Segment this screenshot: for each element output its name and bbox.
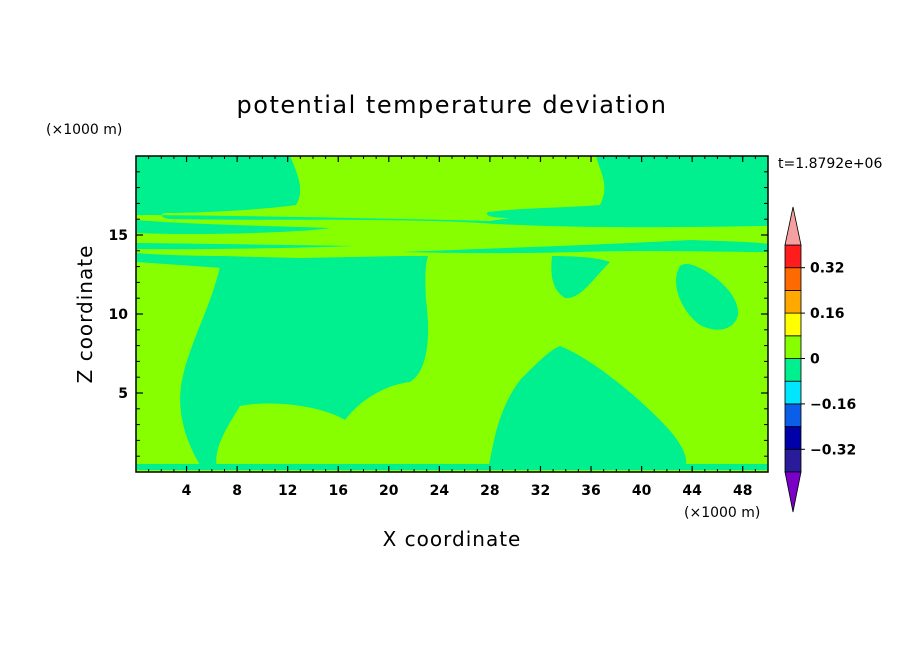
x-tick-label: 8: [232, 483, 242, 499]
y-tick-label: 10: [109, 307, 129, 323]
contour-region: [136, 156, 768, 228]
colorbar: 0.32 0.16 0 −0.16 −0.32: [784, 206, 856, 513]
colorbar-swatch: [784, 448, 802, 473]
contour-region: [136, 220, 330, 235]
negative-contour-regions: [136, 156, 768, 470]
colorbar-under-arrow: [784, 471, 802, 513]
colorbar-over-arrow: [784, 206, 802, 246]
x-tick-label: 48: [733, 483, 752, 499]
colorbar-label: −0.32: [810, 442, 856, 458]
x-tick-label: 28: [480, 483, 499, 499]
x-tick-label: 36: [581, 483, 600, 499]
colorbar-swatch: [784, 358, 802, 382]
x-tick-label: 12: [278, 483, 297, 499]
colorbar-swatch: [784, 335, 802, 359]
time-label: t=1.8792e+06: [778, 156, 882, 172]
colorbar-swatch: [784, 244, 802, 269]
colorbar-label: 0: [810, 352, 820, 368]
contour-region: [180, 256, 429, 470]
x-tick-label: 20: [379, 483, 399, 499]
y-ticks: 5 10 15: [109, 171, 768, 457]
colorbar-swatch: [784, 289, 802, 314]
contour-region: [676, 263, 739, 330]
contour-region: [488, 346, 690, 470]
colorbar-swatch: [784, 403, 802, 427]
x-unit-label: (×1000 m): [684, 505, 760, 521]
contour-region: [136, 243, 355, 250]
x-ticks: 4 8 12 16 20 24 28 32 36 40 44 48: [148, 156, 756, 499]
colorbar-label: 0.16: [810, 306, 845, 322]
contour-region: [551, 256, 610, 299]
y-axis-label: Z coordinate: [73, 245, 97, 384]
x-tick-label: 32: [531, 483, 550, 499]
contour-region: [136, 253, 222, 268]
y-tick-label: 5: [118, 386, 128, 402]
contour-region: [402, 240, 768, 254]
colorbar-swatch: [784, 380, 802, 405]
contour-region: [136, 464, 768, 470]
x-tick-label: 44: [682, 483, 702, 499]
x-axis-label: X coordinate: [383, 527, 522, 551]
y-unit-label: (×1000 m): [46, 122, 122, 138]
x-tick-label: 16: [328, 483, 347, 499]
colorbar-swatch: [784, 267, 802, 291]
x-tick-label: 24: [430, 483, 450, 499]
colorbar-swatch: [784, 426, 802, 450]
chart-title: potential temperature deviation: [237, 91, 668, 119]
colorbar-label: −0.16: [810, 397, 856, 413]
x-tick-label: 40: [632, 483, 652, 499]
x-tick-label: 4: [182, 483, 192, 499]
colorbar-label: 0.32: [810, 261, 845, 277]
y-tick-label: 15: [109, 228, 128, 244]
colorbar-swatch: [784, 312, 802, 337]
